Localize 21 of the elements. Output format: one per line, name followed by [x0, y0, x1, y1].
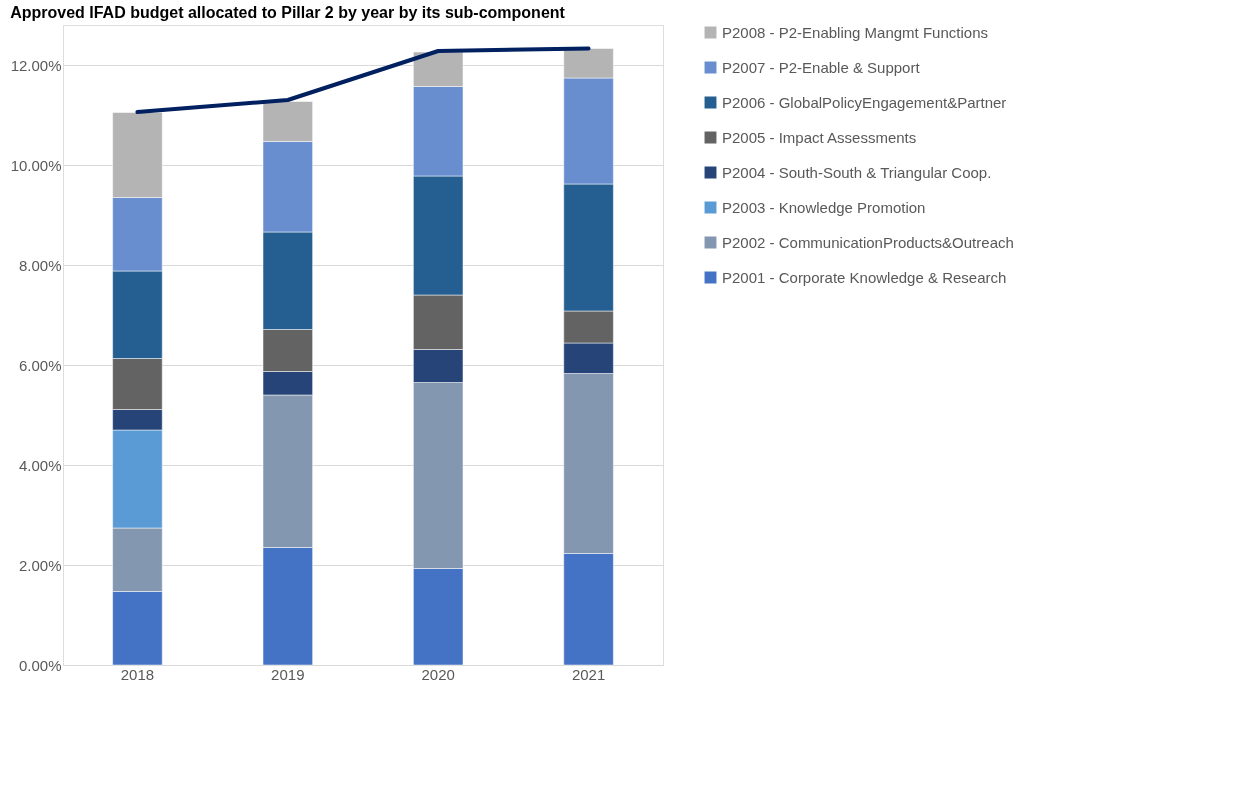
- line-series: [135, 46, 591, 114]
- y-tick-label: 8.00%: [18, 256, 62, 274]
- legend-label: P2005 - Impact Assessments: [722, 128, 917, 146]
- y-tick-label: 6.00%: [18, 356, 62, 374]
- legend-label: P2004 - South-South & Triangular Coop.: [722, 163, 992, 181]
- x-tick-label: 2018: [120, 665, 155, 683]
- y-tick-label: 4.00%: [18, 456, 62, 474]
- legend-label: P2008 - P2-Enabling Mangmt Functions: [722, 23, 988, 41]
- y-tick-label: 10.00%: [10, 156, 62, 174]
- legend-label: P2003 - Knowledge Promotion: [722, 198, 926, 216]
- y-tick-label: 0.00%: [18, 656, 62, 674]
- chart-title: Approved IFAD budget allocated to Pillar 2 by year by its sub-component: [10, 4, 566, 21]
- x-tick-label: 2021: [571, 665, 606, 683]
- legend-label: P2006 - GlobalPolicyEngagement&Partner: [722, 93, 1007, 111]
- y-tick-label: 12.00%: [10, 56, 62, 74]
- legend-label: P2001 - Corporate Knowledge & Research: [722, 268, 1007, 286]
- legend-label: P2007 - P2-Enable & Support: [722, 58, 921, 76]
- x-tick-label: 2019: [271, 665, 305, 683]
- x-tick-label: 2020: [421, 665, 455, 683]
- legend-label: P2002 - CommunicationProducts&Outreach: [722, 233, 1014, 251]
- y-tick-label: 2.00%: [18, 556, 62, 574]
